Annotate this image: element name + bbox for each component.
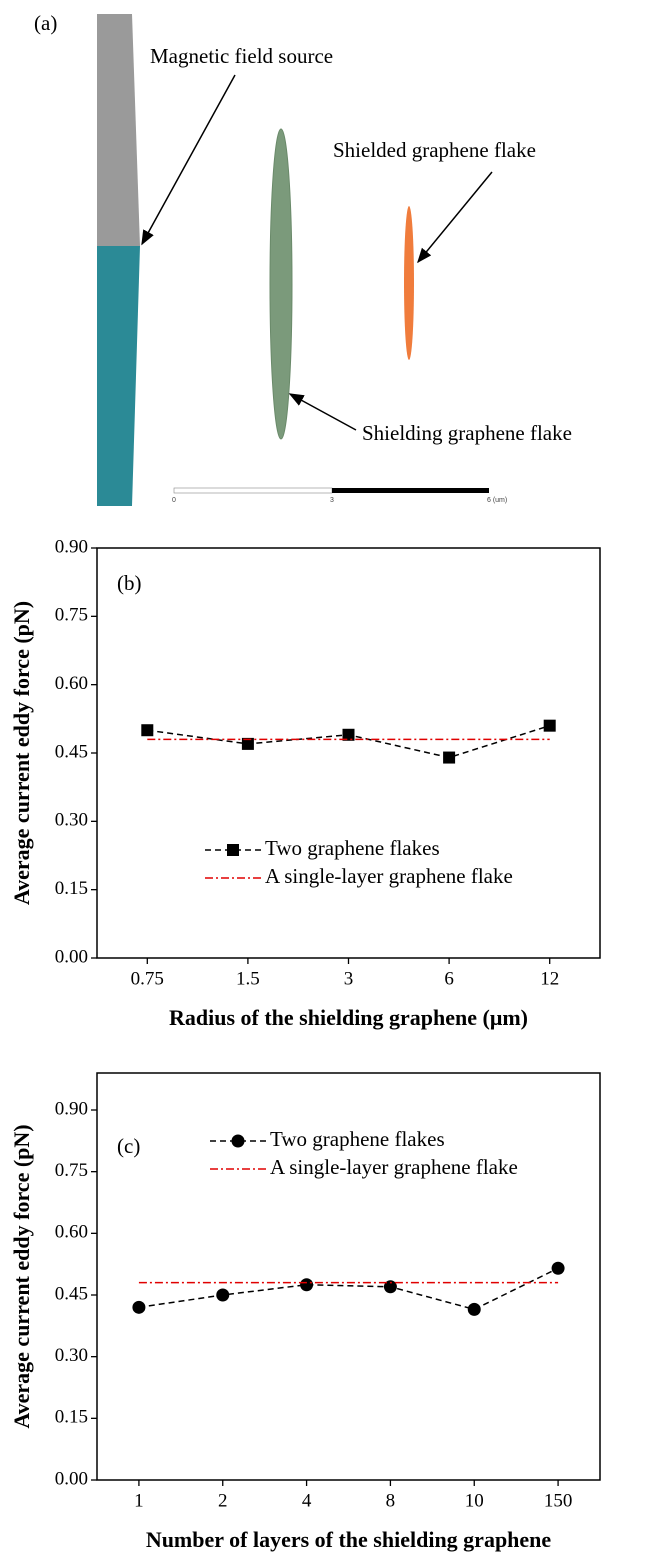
scale-bar [173, 487, 333, 494]
chart: 0.00 0.15 0.30 0.45 0.60 0.75 0.90 1 2 4 8 10 150 (c)… [9, 1072, 601, 1552]
source-bottom [97, 246, 140, 506]
x-tick-label: 150 [544, 1490, 573, 1511]
panel-label: (a) [34, 11, 57, 35]
chart: 0.00 0.15 0.30 0.45 0.60 0.75 0.90 0.75 1.5 3 6 12 (… [9, 536, 601, 1030]
marker [141, 724, 154, 737]
panel-label: (b) [117, 571, 142, 595]
y-tick-label: 0.30 [55, 1345, 88, 1366]
x-tick-label: 1.5 [236, 968, 260, 989]
marker [443, 751, 456, 764]
plot-frame [96, 547, 601, 959]
y-tick-label: 0.90 [55, 536, 88, 557]
y-tick-label: 0.45 [55, 1283, 88, 1304]
x-tick-label: 2 [218, 1490, 228, 1511]
marker [551, 1261, 565, 1275]
y-tick-label: 0.00 [55, 1468, 88, 1489]
marker [383, 1280, 397, 1294]
y-tick-label: 0.15 [55, 1407, 88, 1428]
x-axis-label: Radius of the shielding graphene (μm) [169, 1005, 528, 1030]
y-tick-label: 0.00 [55, 946, 88, 967]
label: Shielding graphene flake [362, 421, 572, 445]
plot-frame [96, 1072, 601, 1481]
y-tick-label: 0.30 [55, 810, 88, 831]
shielded-flake [404, 206, 414, 360]
y-tick-label: 0.60 [55, 1222, 88, 1243]
x-tick-label: 6 [444, 968, 454, 989]
scale-label: 6 (um) [487, 497, 507, 504]
legend-label: A single-layer graphene flake [265, 864, 513, 888]
marker [216, 1288, 230, 1302]
marker [241, 737, 254, 750]
x-tick-label: 3 [344, 968, 354, 989]
legend-label: A single-layer graphene flake [270, 1155, 518, 1179]
legend-label: Two graphene flakes [265, 836, 440, 860]
marker [132, 1300, 146, 1314]
x-tick-label: 4 [302, 1490, 312, 1511]
marker [467, 1302, 481, 1316]
panel-label: (c) [117, 1134, 140, 1158]
shielding-flake [269, 128, 293, 440]
y-axis-label: Average current eddy force (pN) [9, 601, 34, 905]
x-tick-label: 12 [540, 968, 559, 989]
y-axis-label: Average current eddy force (pN) [9, 1124, 34, 1428]
label: Shielded graphene flake [333, 138, 536, 162]
series-line [138, 1267, 559, 1311]
scale-bar [332, 488, 489, 493]
x-tick-label: 0.75 [131, 968, 164, 989]
x-tick-label: 8 [386, 1490, 396, 1511]
arrow [417, 171, 493, 264]
x-tick-label: 10 [465, 1490, 484, 1511]
marker [543, 719, 556, 732]
legend-marker [227, 844, 239, 856]
y-tick-label: 0.60 [55, 673, 88, 694]
scale-label: 3 [330, 497, 334, 504]
y-tick-label: 0.75 [55, 605, 88, 626]
legend-marker [231, 1134, 245, 1148]
arrow [288, 393, 357, 431]
y-tick-label: 0.45 [55, 741, 88, 762]
legend-label: Two graphene flakes [270, 1127, 445, 1151]
y-tick-label: 0.90 [55, 1098, 88, 1119]
diagram: (a) Magnetic field source Shielded graph… [34, 11, 572, 506]
y-tick-label: 0.15 [55, 878, 88, 899]
source-top [97, 14, 140, 246]
marker [342, 728, 355, 741]
x-tick-label: 1 [134, 1490, 144, 1511]
y-tick-label: 0.75 [55, 1160, 88, 1181]
marker [300, 1278, 314, 1292]
scale-label: 0 [172, 497, 176, 504]
label: Magnetic field source [150, 44, 333, 68]
arrow [141, 74, 236, 246]
x-axis-label: Number of layers of the shielding graphe… [146, 1527, 552, 1552]
